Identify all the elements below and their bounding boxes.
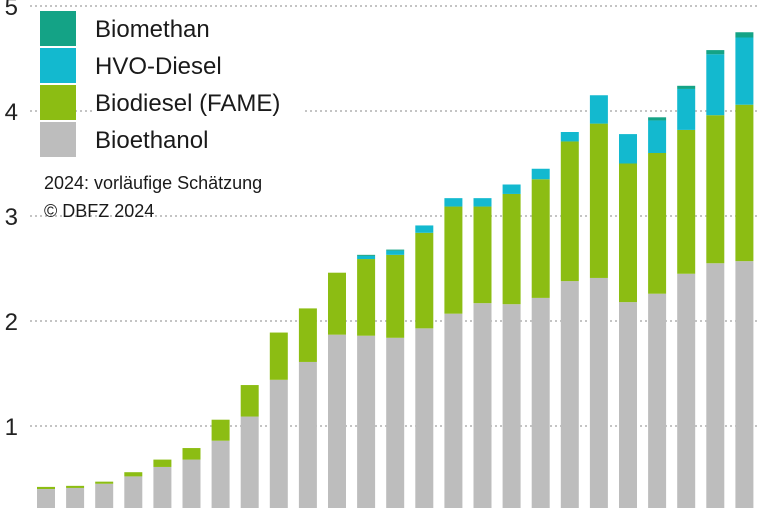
bar-segment-bioethanol-16 [502,304,521,508]
legend-label: Biomethan [95,16,210,43]
legend-label-background [92,9,302,45]
bar-segment-bioethanol-20 [619,302,637,508]
bar-segment-biodiesel-fame--7 [240,385,259,417]
bar-segment-biomethan-12 [386,249,405,251]
bar-segment-bioethanol-18 [560,281,579,508]
legend-label-background [92,46,302,82]
legend-label-background [92,83,302,119]
bar-segment-hvo-diesel-17 [531,168,550,180]
bar-segment-hvo-diesel-11 [357,255,376,260]
legend-swatch-hvo-diesel [40,48,76,83]
bar-segment-biodiesel-fame--19 [589,123,608,278]
bar-segment-bioethanol-17 [531,297,550,508]
bar-segment-biodiesel-fame--8 [269,332,288,380]
bar-segment-biodiesel-fame--18 [560,141,579,282]
bar-segment-bioethanol-14 [444,313,463,508]
bar-segment-bioethanol-22 [677,273,696,508]
y-tick-label-4: 4 [5,99,18,126]
bar-segment-biomethan-23 [706,50,725,55]
bar-segment-bioethanol-12 [386,337,405,508]
note-estimate: 2024: vorläufige Schätzung [44,173,262,193]
bar-segment-bioethanol-7 [240,416,259,508]
bar-segment-biodiesel-fame--1 [66,485,85,488]
bar-segment-hvo-diesel-23 [706,54,725,116]
bar-segment-biodiesel-fame--3 [124,472,143,477]
y-tick-label-2: 2 [5,309,18,336]
bar-segment-bioethanol-21 [648,293,667,508]
bar-segment-bioethanol-15 [473,303,492,508]
bar-segment-bioethanol-1 [66,487,85,508]
note-copyright: © DBFZ 2024 [44,201,154,221]
bar-segment-biodiesel-fame--2 [95,481,114,484]
bar-segment-bioethanol-6 [211,440,230,508]
bar-segment-bioethanol-23 [706,263,725,508]
bar-segment-hvo-diesel-24 [735,37,754,105]
bar-segment-biodiesel-fame--6 [211,419,230,441]
bar-segment-biodiesel-fame--15 [473,206,492,304]
bar-segment-biodiesel-fame--10 [328,272,346,335]
legend-label-background [92,120,302,156]
bar-segment-hvo-diesel-21 [648,120,667,153]
bar-segment-biodiesel-fame--11 [357,259,376,336]
bar-segment-biomethan-11 [357,254,376,256]
bar-segment-hvo-diesel-22 [677,88,696,130]
bar-segment-biodiesel-fame--24 [735,104,754,262]
legend-swatch-biomethan [40,11,76,46]
bar-segment-hvo-diesel-13 [415,225,434,233]
bar-segment-bioethanol-11 [357,335,376,508]
bar-segment-bioethanol-5 [182,459,201,508]
legend-label: Biodiesel (FAME) [95,90,280,117]
bar-segment-hvo-diesel-16 [502,184,521,194]
bar-segment-biodiesel-fame--21 [648,153,667,294]
bar-segment-hvo-diesel-15 [473,198,492,207]
bar-segment-biodiesel-fame--16 [502,193,521,305]
bar-segment-bioethanol-10 [328,334,346,508]
bar-segment-biodiesel-fame--23 [706,115,725,264]
bar-segment-hvo-diesel-20 [619,134,637,164]
bar-segment-bioethanol-13 [415,328,434,508]
y-tick-label-5: 5 [5,0,18,21]
bar-segment-biodiesel-fame--13 [415,232,434,329]
bar-segment-bioethanol-2 [95,483,114,508]
notes: 2024: vorläufige Schätzung © DBFZ 2024 [44,173,262,221]
bars [37,32,754,508]
bar-segment-bioethanol-19 [589,277,608,508]
bar-segment-biodiesel-fame--9 [298,308,317,362]
bar-segment-bioethanol-3 [124,476,143,508]
bar-segment-bioethanol-24 [735,261,754,508]
bar-segment-hvo-diesel-14 [444,198,463,207]
bar-segment-biodiesel-fame--0 [37,486,55,489]
bar-segment-biodiesel-fame--17 [531,179,550,298]
legend-label: Bioethanol [95,127,208,154]
legend-swatch-biodiesel-fame- [40,85,76,120]
bar-segment-biomethan-22 [677,85,696,89]
y-tick-label-3: 3 [5,204,18,231]
bar-segment-biomethan-24 [735,32,754,38]
bar-segment-bioethanol-9 [298,361,317,508]
bar-segment-biodiesel-fame--5 [182,448,201,460]
bar-segment-hvo-diesel-12 [386,250,405,255]
bar-segment-biodiesel-fame--4 [153,459,172,467]
bar-segment-biodiesel-fame--22 [677,129,696,274]
bar-segment-biodiesel-fame--14 [444,206,463,314]
legend-swatch-bioethanol [40,122,76,157]
bar-segment-bioethanol-4 [153,466,172,508]
legend-label: HVO-Diesel [95,53,222,80]
bar-segment-hvo-diesel-18 [560,132,579,142]
bar-segment-bioethanol-8 [269,379,288,508]
legend: Biomethan HVO-Diesel Biodiesel (FAME) Bioet… [40,9,302,157]
bar-segment-biodiesel-fame--20 [619,163,637,303]
bar-segment-hvo-diesel-19 [589,95,608,124]
y-axis-ticks: 1 2 3 4 5 [5,0,18,441]
bar-segment-biodiesel-fame--12 [386,254,405,338]
bar-segment-bioethanol-0 [37,489,55,508]
bar-segment-biomethan-21 [648,117,667,121]
y-tick-label-1: 1 [5,414,18,441]
